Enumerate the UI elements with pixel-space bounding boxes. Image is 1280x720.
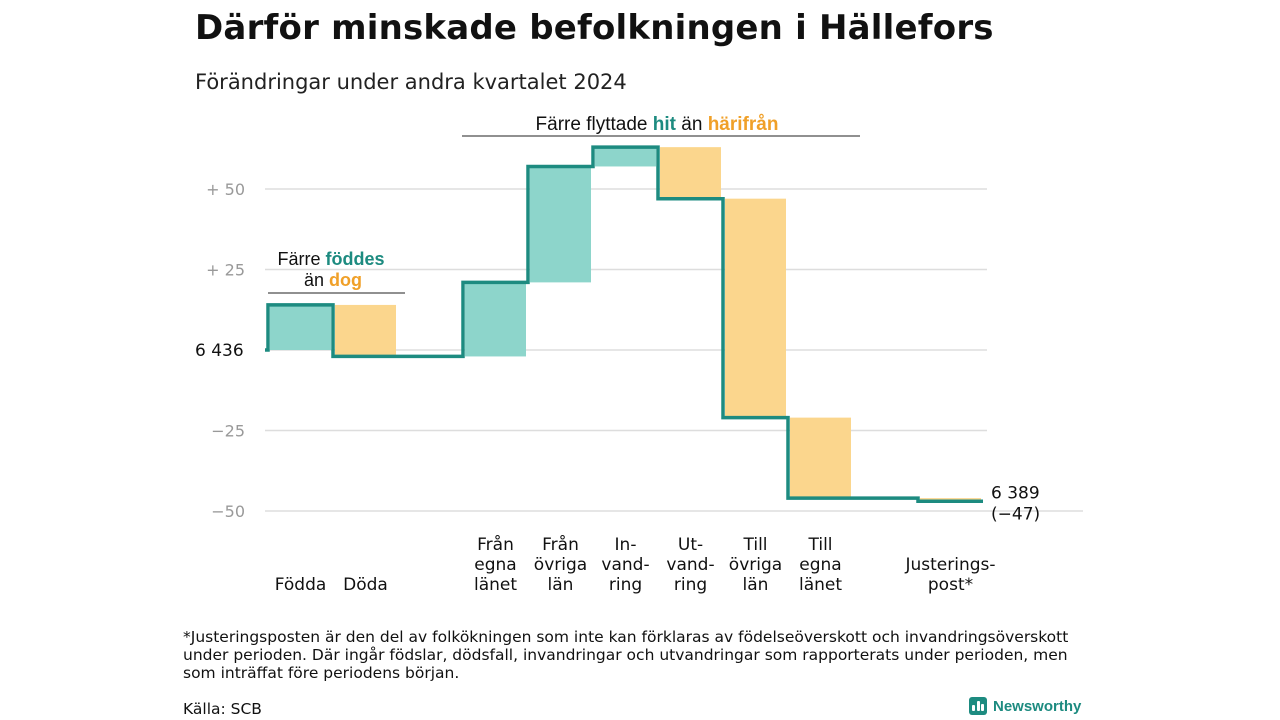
waterfall-bar [725, 198, 786, 418]
x-category-label: egna [474, 555, 516, 575]
waterfall-bar [270, 304, 331, 350]
source-label: Källa: SCB [183, 700, 262, 718]
footnote: *Justeringsposten är den del av folkökni… [183, 628, 1069, 682]
waterfall-bar [335, 304, 396, 357]
waterfall-bar [465, 282, 526, 357]
x-category-label: egna [799, 555, 841, 575]
y-tick-label: + 25 [206, 261, 245, 280]
end-change-label: (−47) [991, 504, 1040, 524]
x-category-label: Födda [275, 575, 327, 595]
x-category-label: Från [542, 534, 579, 555]
waterfall-bar [660, 147, 721, 199]
cumulative-step-line [265, 145, 983, 504]
x-category-label: vand- [601, 555, 649, 575]
x-category-label: post* [928, 575, 973, 595]
x-category-label: In- [615, 535, 637, 555]
x-category-label: Till [742, 535, 767, 555]
x-category-label: ring [674, 575, 707, 595]
x-category-label: ring [609, 575, 642, 595]
bar-chart-icon [969, 697, 987, 715]
chart-subtitle: Förändringar under andra kvartalet 2024 [195, 70, 627, 94]
annotation-text: Färre föddes [277, 249, 384, 269]
y-tick-label: −50 [211, 502, 245, 521]
y-tick-label: −25 [211, 422, 245, 441]
x-category-label: Ut- [678, 535, 703, 555]
x-category-label: övriga [534, 555, 587, 575]
x-category-label: länet [799, 575, 842, 595]
x-category-label: Döda [343, 575, 388, 595]
waterfall-bar [595, 147, 656, 167]
annotation-moves: Färre flyttade hit än härifrån [462, 114, 860, 137]
x-category-label: vand- [666, 555, 714, 575]
annotation-text: Färre flyttade hit än härifrån [536, 114, 779, 135]
y-tick-label: + 50 [206, 180, 245, 199]
waterfall-bar [790, 417, 851, 499]
x-category-label: Till [807, 535, 832, 555]
x-category-label: övriga [729, 555, 782, 575]
waterfall-bar [530, 166, 591, 283]
end-value-label: 6 389 [991, 483, 1040, 503]
x-category-label: län [743, 575, 769, 595]
chart-title: Därför minskade befolkningen i Hällefors [195, 8, 994, 48]
brand-name: Newsworthy [993, 697, 1082, 715]
x-category-label: länet [474, 575, 517, 595]
x-category-label: Från [477, 534, 514, 555]
x-axis-labels: Födda DödaFrånegnalänetFrånövrigalänIn-va… [275, 534, 996, 595]
brand-logo: Newsworthy [969, 697, 1081, 715]
x-category-label: län [548, 575, 574, 595]
x-category-label: Justerings- [904, 555, 995, 575]
annotation-text: än dog [304, 270, 362, 290]
baseline-label: 6 436 [195, 341, 244, 361]
